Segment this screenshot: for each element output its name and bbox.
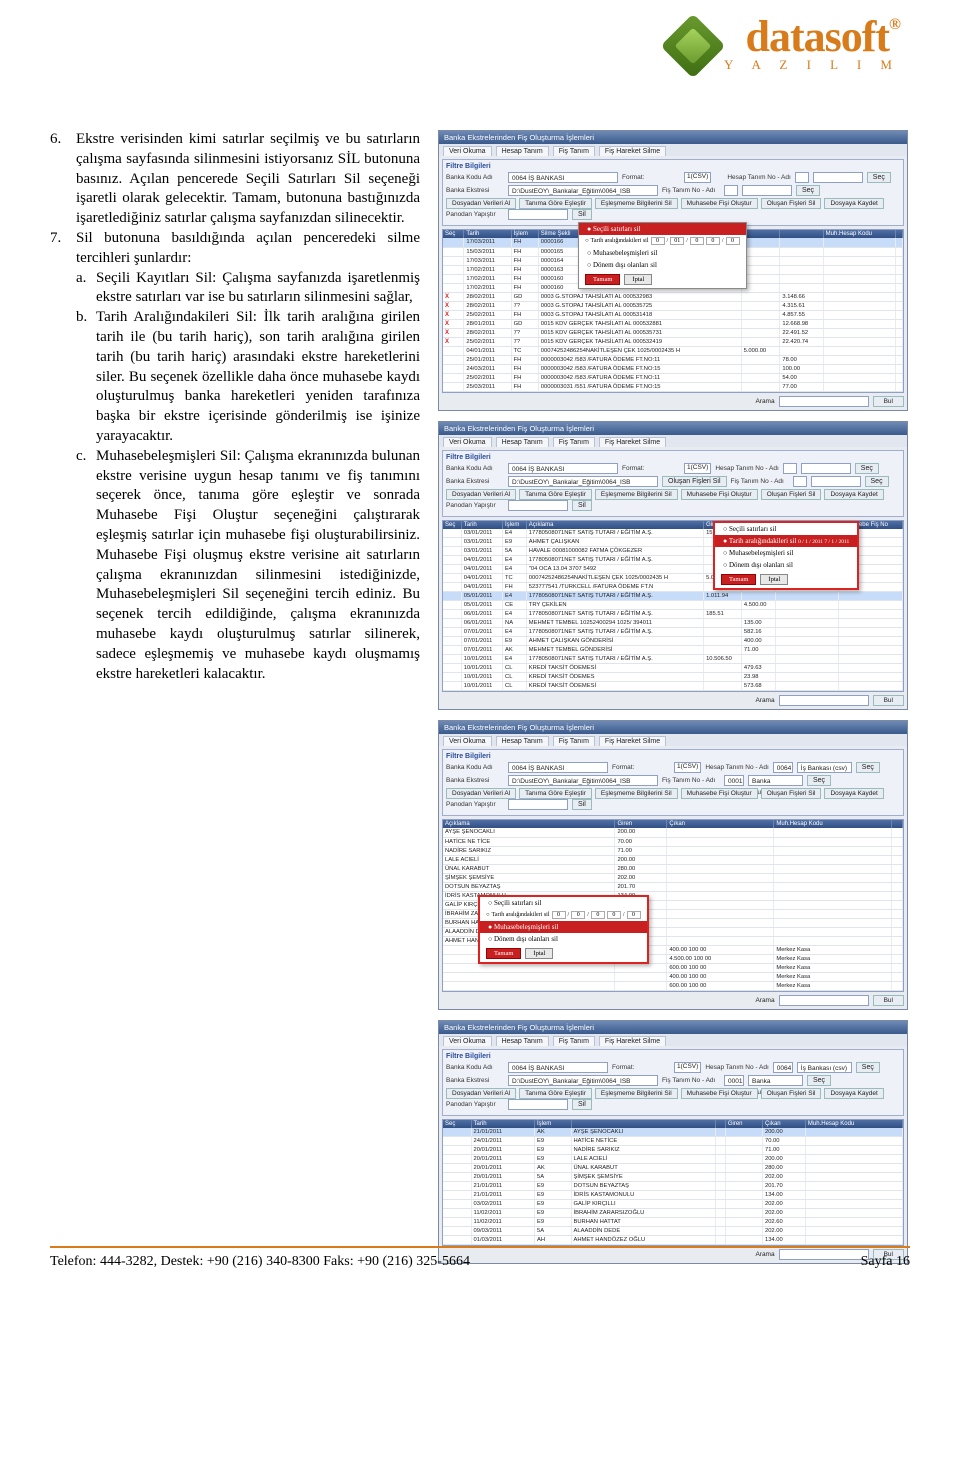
logo-brand: datasoft® — [724, 18, 900, 55]
body-text: 6. Ekstre verisinden kimi satırlar seçil… — [50, 130, 420, 684]
delete-button[interactable]: Sil — [572, 209, 592, 220]
screenshot-1: Banka Ekstrelerinden Fiş Oluşturma İşlem… — [438, 130, 908, 411]
delete-popup[interactable]: ● Seçili satırları sil ○ Tarih aralığınd… — [578, 222, 747, 289]
logo: datasoft® Y A Z I L I M — [670, 18, 900, 73]
delete-popup-3[interactable]: ○ Seçili satırları sil ○ Tarih aralığınd… — [478, 895, 649, 964]
page-footer: Telefon: 444-3282, Destek: +90 (216) 340… — [50, 1246, 910, 1270]
screenshot-4: Banka Ekstrelerinden Fiş Oluşturma İşlem… — [438, 1020, 908, 1265]
logo-icon — [660, 13, 725, 78]
bank-input[interactable]: 0064 İŞ BANKASI — [508, 172, 618, 183]
footer-page: Sayfa 16 — [861, 1254, 910, 1270]
search-input[interactable] — [779, 396, 869, 407]
find-button[interactable]: Bul — [873, 396, 904, 407]
screenshot-3: Banka Ekstrelerinden Fiş Oluşturma İşlem… — [438, 720, 908, 1010]
load-button[interactable]: Dosyadan Verileri Al — [446, 198, 516, 209]
screenshot-2: Banka Ekstrelerinden Fiş Oluşturma İşlem… — [438, 421, 908, 711]
filter-panel: Filtre Bilgileri Banka Kodu Adı0064 İŞ B… — [442, 159, 904, 226]
delete-popup-2[interactable]: ○ Seçili satırları sil ● Tarih aralığınd… — [713, 521, 859, 590]
window-title: Banka Ekstrelerinden Fiş Oluşturma İşlem… — [439, 131, 907, 144]
logo-tagline: Y A Z I L I M — [724, 57, 900, 73]
footer-contact: Telefon: 444-3282, Destek: +90 (216) 340… — [50, 1254, 470, 1270]
tabs[interactable]: Veri OkumaHesap TanımFiş TanımFiş Hareke… — [439, 144, 907, 156]
